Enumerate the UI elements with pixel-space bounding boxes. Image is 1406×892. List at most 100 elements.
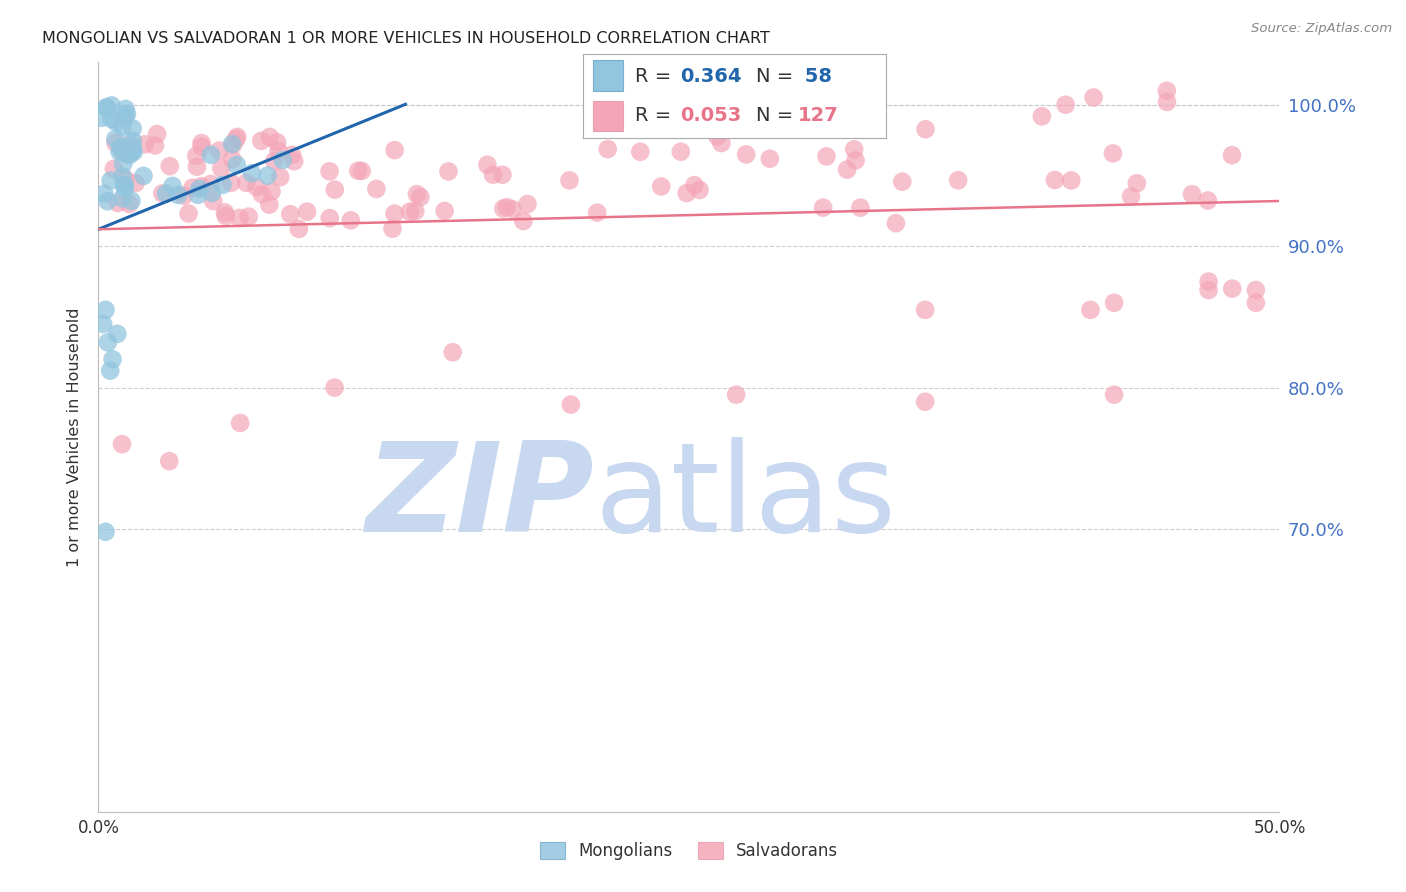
Point bbox=[384, 206, 406, 220]
Point bbox=[1083, 90, 1105, 104]
Point bbox=[221, 136, 243, 151]
Point bbox=[1220, 148, 1243, 162]
Point bbox=[295, 204, 318, 219]
Point bbox=[1102, 295, 1125, 310]
Point bbox=[117, 138, 139, 153]
Point bbox=[256, 169, 278, 183]
Point bbox=[1080, 302, 1102, 317]
Point bbox=[181, 181, 204, 195]
Point bbox=[226, 129, 249, 144]
Point bbox=[167, 188, 190, 202]
Point bbox=[266, 135, 288, 149]
Point bbox=[200, 177, 222, 191]
Legend: Mongolians, Salvadorans: Mongolians, Salvadorans bbox=[533, 836, 845, 867]
Point bbox=[225, 158, 247, 172]
Point bbox=[844, 142, 866, 156]
Point bbox=[96, 101, 118, 115]
Point bbox=[1156, 84, 1178, 98]
Point bbox=[112, 157, 135, 171]
Point bbox=[628, 145, 651, 159]
Point bbox=[240, 166, 263, 180]
Point bbox=[225, 132, 247, 146]
Point bbox=[288, 222, 311, 236]
Point bbox=[94, 302, 117, 317]
Point bbox=[110, 141, 132, 155]
Point bbox=[1043, 173, 1066, 187]
Point bbox=[200, 148, 222, 162]
Point bbox=[477, 158, 499, 172]
Point bbox=[190, 140, 212, 154]
Text: 58: 58 bbox=[799, 67, 832, 86]
Point bbox=[121, 134, 143, 148]
Point bbox=[482, 168, 505, 182]
Point bbox=[271, 153, 294, 167]
Point bbox=[246, 180, 269, 194]
Point bbox=[235, 176, 257, 190]
Point bbox=[146, 127, 169, 141]
Point bbox=[1126, 176, 1149, 190]
Point bbox=[835, 162, 858, 177]
Text: N =: N = bbox=[756, 106, 799, 125]
Point bbox=[228, 211, 250, 225]
Point bbox=[111, 169, 134, 184]
Point bbox=[283, 154, 305, 169]
Point bbox=[214, 205, 236, 219]
Point bbox=[319, 211, 342, 226]
Point bbox=[884, 216, 907, 230]
Point bbox=[512, 214, 534, 228]
Point bbox=[186, 149, 208, 163]
Point bbox=[688, 183, 710, 197]
Point bbox=[1060, 173, 1083, 187]
Point bbox=[101, 352, 124, 367]
Point bbox=[706, 129, 728, 144]
Point bbox=[269, 170, 291, 185]
Point bbox=[491, 168, 513, 182]
Point bbox=[97, 335, 120, 350]
Point bbox=[1119, 189, 1142, 203]
Point bbox=[111, 437, 134, 451]
Point bbox=[735, 147, 758, 161]
Point bbox=[496, 200, 519, 214]
Point bbox=[1181, 187, 1204, 202]
Point bbox=[891, 175, 914, 189]
Point bbox=[100, 173, 122, 187]
Point bbox=[1031, 109, 1053, 123]
Point bbox=[502, 202, 524, 217]
Text: Source: ZipAtlas.com: Source: ZipAtlas.com bbox=[1251, 22, 1392, 36]
Point bbox=[132, 169, 155, 183]
Bar bbox=[592, 101, 623, 131]
Point bbox=[117, 147, 139, 161]
Point bbox=[190, 136, 212, 150]
Point bbox=[211, 178, 233, 192]
Point bbox=[1102, 387, 1125, 401]
Point bbox=[725, 387, 748, 401]
Point bbox=[1198, 283, 1220, 297]
Point bbox=[560, 398, 582, 412]
Point bbox=[946, 173, 969, 187]
Point bbox=[229, 416, 252, 430]
Point bbox=[124, 176, 146, 190]
Text: atlas: atlas bbox=[595, 436, 897, 558]
Point bbox=[118, 148, 141, 162]
Point bbox=[108, 145, 131, 159]
Point bbox=[100, 98, 122, 112]
Point bbox=[201, 186, 224, 200]
Point bbox=[103, 161, 125, 176]
Point bbox=[323, 381, 346, 395]
Point bbox=[219, 176, 242, 190]
Point bbox=[1054, 97, 1077, 112]
Point bbox=[98, 364, 121, 378]
Point bbox=[259, 130, 281, 145]
Point bbox=[350, 164, 373, 178]
Point bbox=[143, 138, 166, 153]
Point bbox=[281, 148, 304, 162]
Point bbox=[914, 122, 936, 136]
Point bbox=[433, 203, 456, 218]
Point bbox=[208, 144, 231, 158]
Point bbox=[114, 102, 136, 116]
Point bbox=[173, 188, 195, 202]
Point bbox=[104, 136, 127, 150]
Y-axis label: 1 or more Vehicles in Household: 1 or more Vehicles in Household bbox=[67, 308, 83, 566]
Point bbox=[347, 163, 370, 178]
Point bbox=[250, 187, 273, 202]
